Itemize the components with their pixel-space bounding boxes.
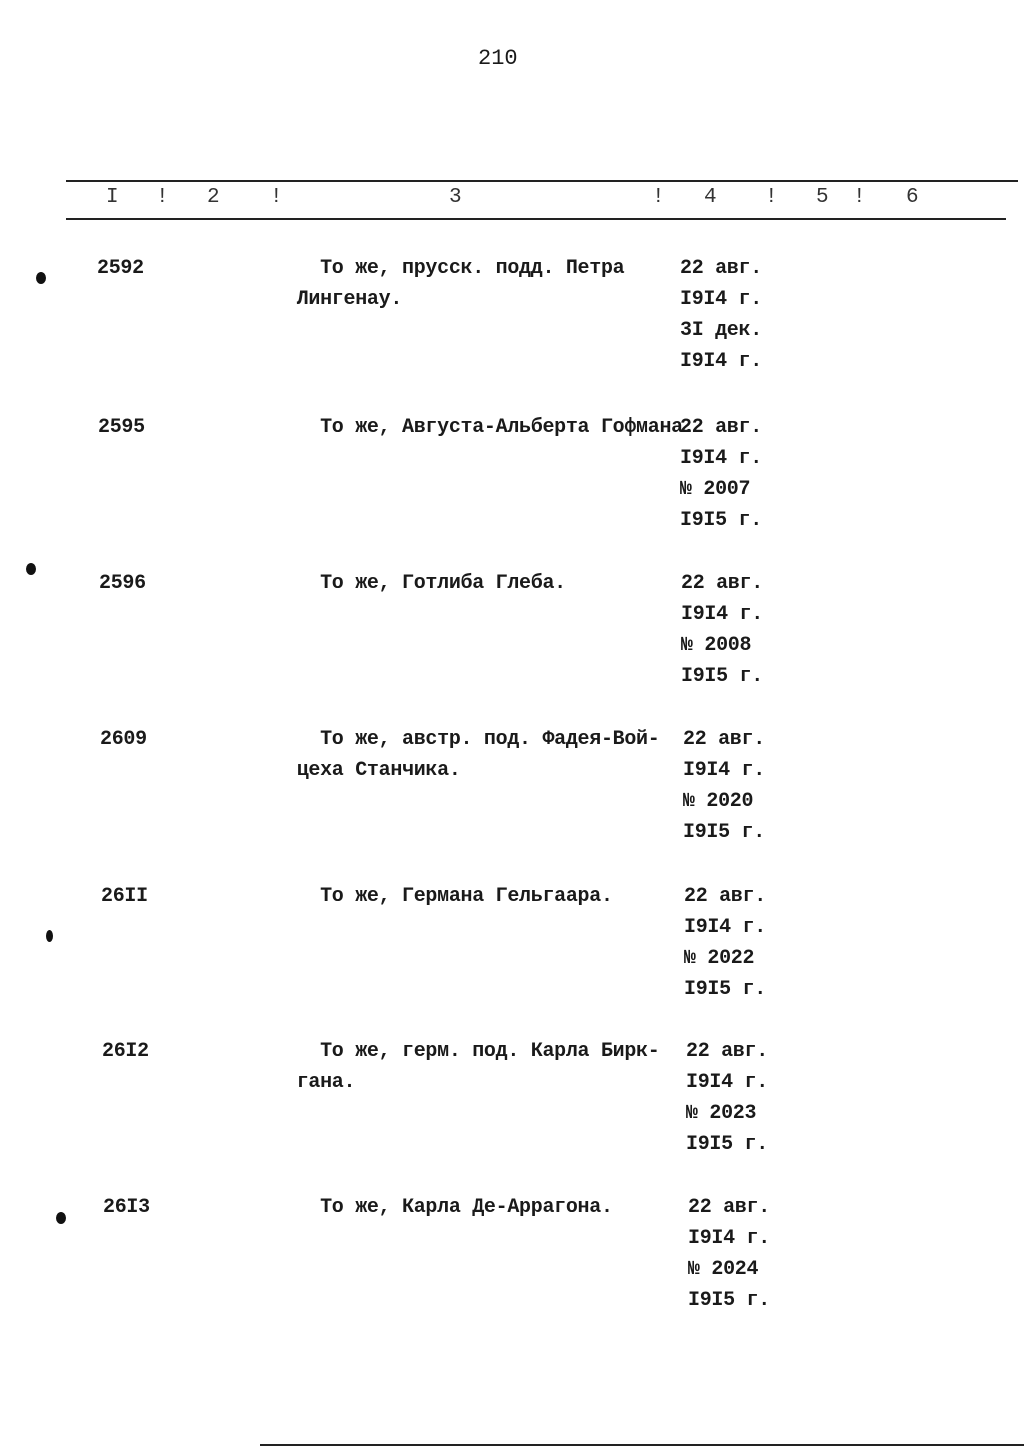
entry-dates: 22 авг. I9I4 г. № 2020 I9I5 г.: [683, 724, 765, 848]
date-line: I9I4 г.: [680, 288, 762, 311]
description-line: цеха Станчика.: [285, 759, 461, 782]
entry-number: 26II: [101, 885, 148, 908]
page-number: 210: [478, 46, 518, 71]
entry-description: То же, австр. под. Фадея-Вой- цеха Станч…: [285, 724, 660, 786]
column-header-2: 2: [207, 186, 220, 209]
punch-hole-mark: [46, 930, 53, 942]
description-line: То же, Германа Гельгаара.: [285, 885, 613, 908]
punch-hole-mark: [26, 563, 36, 575]
entry-description: То же, прусск. подд. Петра Лингенау.: [285, 253, 625, 315]
date-line: 22 авг.: [684, 885, 766, 908]
description-line: гана.: [285, 1071, 356, 1094]
date-line: 22 авг.: [683, 728, 765, 751]
date-line: № 2008: [681, 634, 752, 657]
description-line: То же, австр. под. Фадея-Вой-: [285, 728, 660, 751]
entry-number: 2596: [99, 572, 146, 595]
date-line: 22 авг.: [688, 1196, 770, 1219]
date-line: 22 авг.: [681, 572, 763, 595]
date-line: I9I5 г.: [686, 1133, 768, 1156]
description-line: То же, прусск. подд. Петра: [285, 257, 625, 280]
bottom-rule: [260, 1444, 1024, 1446]
entry-dates: 22 авг. I9I4 г. № 2008 I9I5 г.: [681, 568, 763, 692]
entry-description: То же, Готлиба Глеба.: [285, 568, 566, 599]
entry-number: 26I3: [103, 1196, 150, 1219]
column-header-3: 3: [449, 186, 462, 209]
date-line: I9I5 г.: [681, 665, 763, 688]
entry-description: То же, Августа-Альберта Гофмана.: [285, 412, 695, 443]
column-separator: !: [156, 186, 169, 209]
date-line: 3I дек.: [680, 319, 762, 342]
column-header-5: 5: [816, 186, 829, 209]
entry-number: 2592: [97, 257, 144, 280]
entry-dates: 22 авг. I9I4 г. № 2007 I9I5 г.: [680, 412, 762, 536]
description-line: То же, Августа-Альберта Гофмана.: [285, 416, 695, 439]
entry-number: 26I2: [102, 1040, 149, 1063]
table-top-rule: [66, 180, 1018, 182]
date-line: I9I5 г.: [688, 1289, 770, 1312]
entry-dates: 22 авг. I9I4 г. № 2022 I9I5 г.: [684, 881, 766, 1005]
column-separator: !: [652, 186, 665, 209]
date-line: I9I4 г.: [680, 350, 762, 373]
description-line: Лингенау.: [285, 288, 403, 311]
punch-hole-mark: [36, 272, 46, 284]
date-line: I9I4 г.: [684, 916, 766, 939]
entry-dates: 22 авг. I9I4 г. 3I дек. I9I4 г.: [680, 253, 762, 377]
date-line: I9I4 г.: [681, 603, 763, 626]
column-header-1: I: [106, 186, 119, 209]
date-line: № 2007: [680, 478, 751, 501]
entry-description: То же, герм. под. Карла Бирк- гана.: [285, 1036, 660, 1098]
punch-hole-mark: [56, 1212, 66, 1224]
date-line: I9I5 г.: [683, 821, 765, 844]
column-separator: !: [765, 186, 778, 209]
date-line: I9I4 г.: [688, 1227, 770, 1250]
entry-dates: 22 авг. I9I4 г. № 2023 I9I5 г.: [686, 1036, 768, 1160]
description-line: То же, герм. под. Карла Бирк-: [285, 1040, 660, 1063]
date-line: I9I4 г.: [680, 447, 762, 470]
date-line: I9I5 г.: [684, 978, 766, 1001]
date-line: 22 авг.: [686, 1040, 768, 1063]
entry-number: 2609: [100, 728, 147, 751]
column-separator: !: [853, 186, 866, 209]
entry-description: То же, Германа Гельгаара.: [285, 881, 613, 912]
entry-description: То же, Карла Де-Аррагона.: [285, 1192, 613, 1223]
date-line: 22 авг.: [680, 416, 762, 439]
date-line: № 2023: [686, 1102, 757, 1125]
column-header-4: 4: [704, 186, 717, 209]
date-line: I9I4 г.: [683, 759, 765, 782]
date-line: I9I5 г.: [680, 509, 762, 532]
entry-dates: 22 авг. I9I4 г. № 2024 I9I5 г.: [688, 1192, 770, 1316]
date-line: № 2020: [683, 790, 754, 813]
entry-number: 2595: [98, 416, 145, 439]
description-line: То же, Карла Де-Аррагона.: [285, 1196, 613, 1219]
column-header-6: 6: [906, 186, 919, 209]
description-line: То же, Готлиба Глеба.: [285, 572, 566, 595]
table-header-bottom-rule: [66, 218, 1006, 220]
date-line: 22 авг.: [680, 257, 762, 280]
column-separator: !: [270, 186, 283, 209]
date-line: I9I4 г.: [686, 1071, 768, 1094]
date-line: № 2022: [684, 947, 755, 970]
date-line: № 2024: [688, 1258, 759, 1281]
